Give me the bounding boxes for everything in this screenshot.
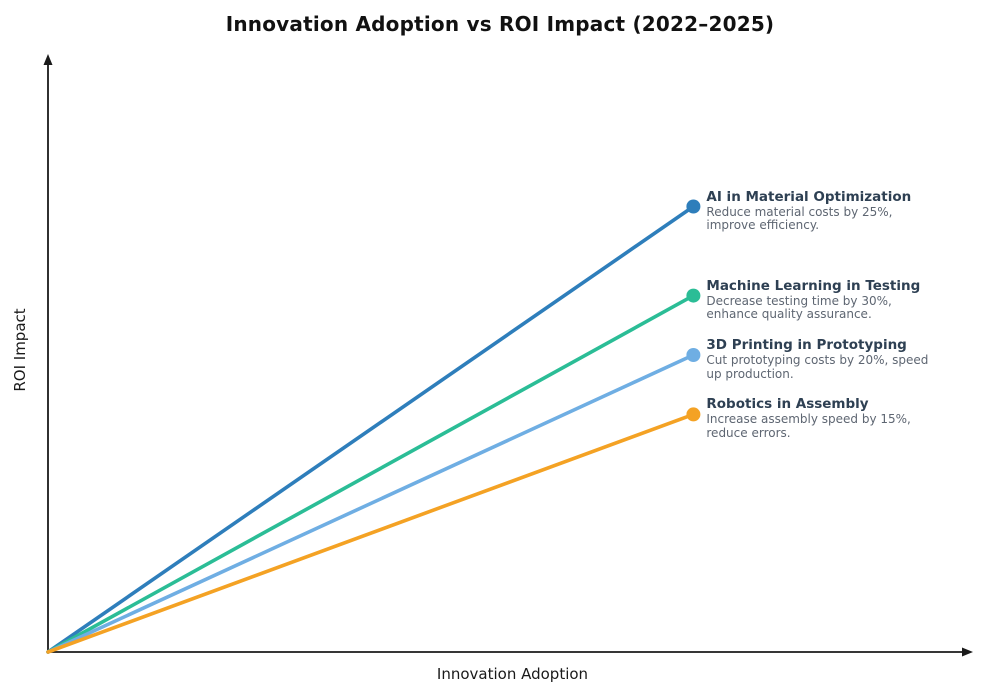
series-description-line: improve efficiency. bbox=[706, 218, 820, 232]
y-axis-arrow-icon bbox=[43, 54, 53, 65]
series-label: Machine Learning in Testing Decrease test… bbox=[706, 278, 920, 322]
series-name: 3D Printing in Prototyping bbox=[706, 337, 907, 353]
series-description-line: reduce errors. bbox=[706, 425, 791, 440]
series-line bbox=[46, 293, 696, 654]
series-name: AI in Material Optimization bbox=[706, 188, 912, 205]
x-axis-label: Innovation Adoption bbox=[436, 665, 589, 683]
series-endpoint-dot bbox=[686, 199, 701, 214]
series-label: Robotics in Assembly Increase assembly sp… bbox=[706, 396, 910, 440]
series-description-line: Increase assembly speed by 15%, bbox=[706, 412, 911, 427]
series-description-line: up production. bbox=[706, 366, 794, 381]
series-name: Robotics in Assembly bbox=[706, 396, 869, 413]
series-description-line: enhance quality assurance. bbox=[706, 307, 872, 322]
series-label: AI in Material Optimization Reduce materi… bbox=[706, 189, 911, 233]
series-description-line: Cut prototyping costs by 20%, speed bbox=[706, 353, 929, 367]
series-endpoint-dot bbox=[686, 288, 701, 303]
x-axis-arrow-icon bbox=[962, 647, 973, 657]
series-endpoint-dot bbox=[686, 348, 701, 362]
series-description-line: Decrease testing time by 30%, bbox=[706, 293, 892, 308]
series-endpoint-dot bbox=[686, 407, 701, 422]
series-name: Machine Learning in Testing bbox=[706, 277, 921, 294]
series-line bbox=[46, 204, 696, 654]
series-line bbox=[46, 353, 696, 654]
series-label: 3D Printing in Prototyping Cut prototypin… bbox=[706, 337, 928, 381]
chart-title: Innovation Adoption vs ROI Impact (2022–… bbox=[225, 12, 775, 36]
y-axis-label: ROI Impact bbox=[11, 308, 29, 392]
series-line bbox=[46, 412, 696, 654]
series-description-line: Reduce material costs by 25%, bbox=[706, 204, 893, 219]
